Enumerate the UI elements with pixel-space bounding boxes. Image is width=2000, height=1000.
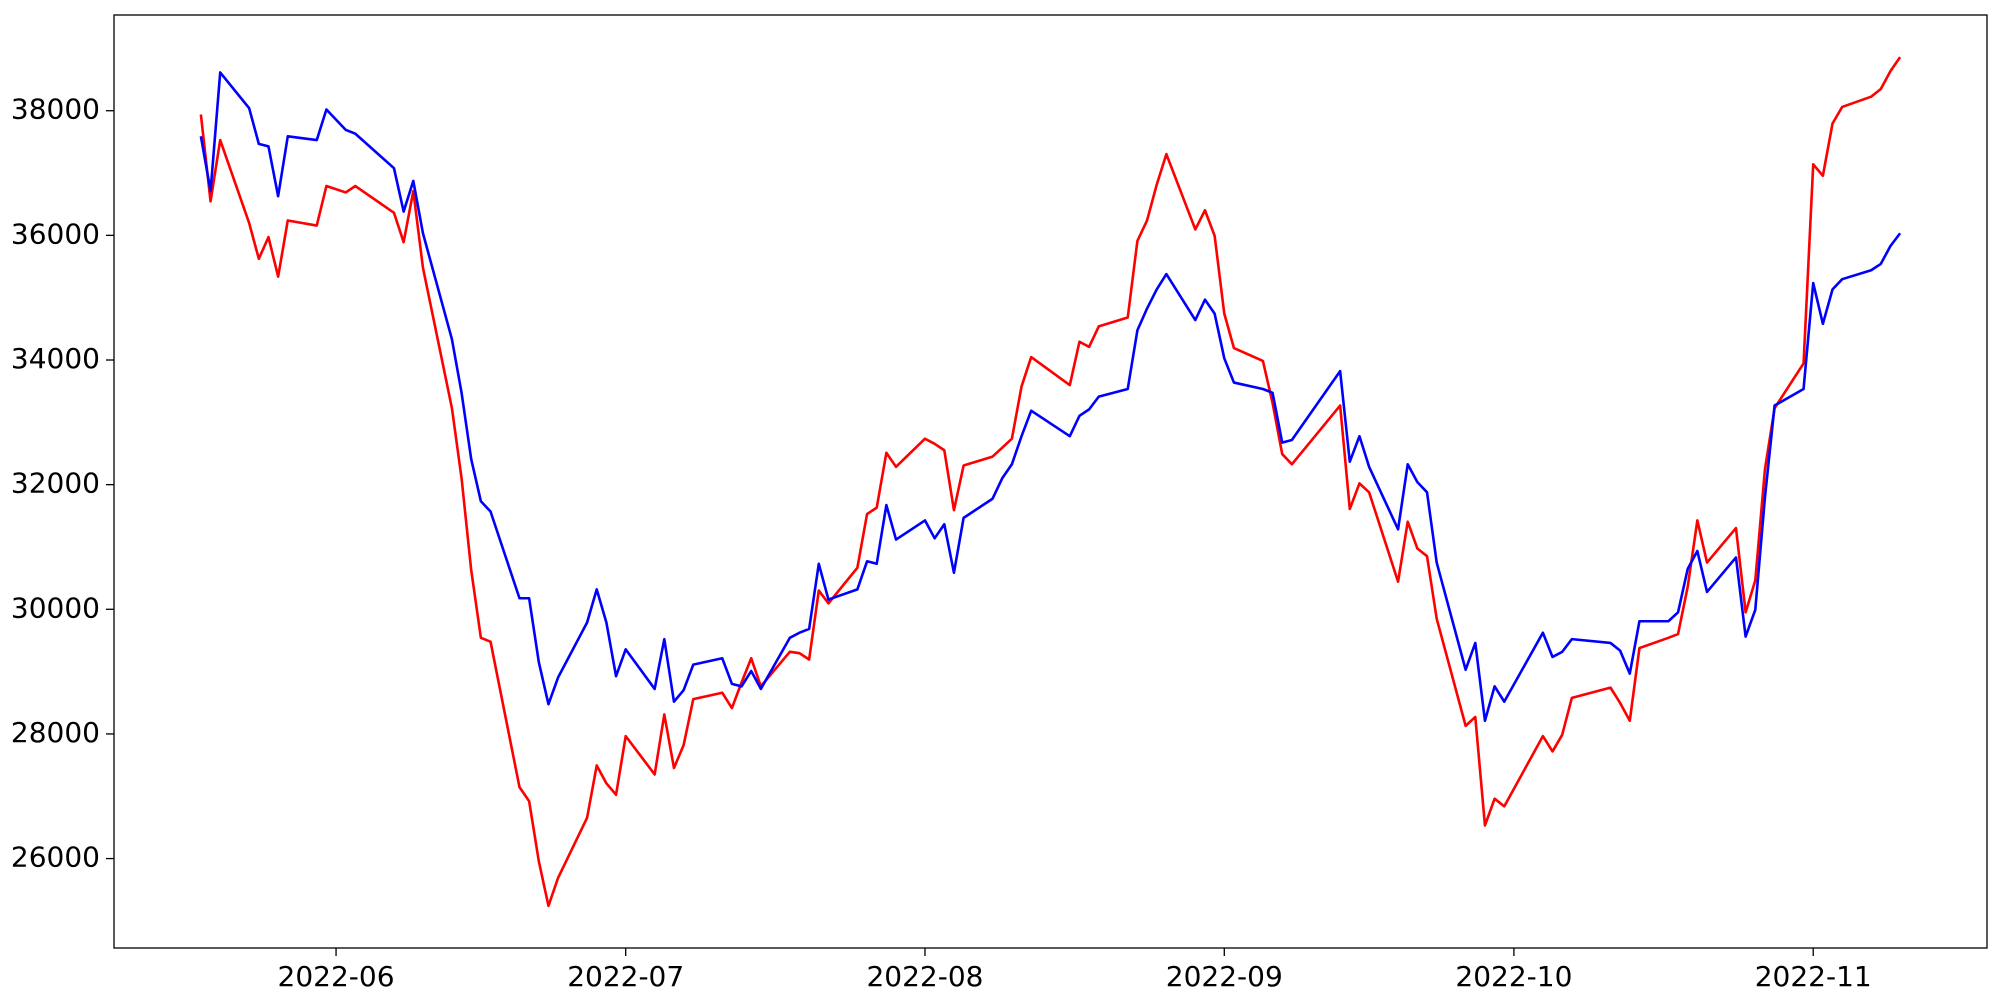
x-tick-label: 2022-11 (1755, 960, 1872, 993)
y-tick-label: 30000 (11, 591, 100, 624)
plot-frame (113, 14, 1988, 949)
x-tick-label: 2022-09 (1166, 960, 1283, 993)
y-tick-label: 34000 (11, 342, 100, 375)
y-tick-label: 32000 (11, 467, 100, 500)
y-tick-label: 28000 (11, 716, 100, 749)
y-tick-label: 36000 (11, 217, 100, 250)
x-tick-label: 2022-06 (278, 960, 395, 993)
x-tick-label: 2022-10 (1455, 960, 1572, 993)
x-tick-label: 2022-08 (866, 960, 983, 993)
line-series (199, 71, 1902, 723)
y-tick-label: 38000 (11, 93, 100, 126)
line-series (199, 56, 1902, 908)
x-tick-label: 2022-07 (567, 960, 684, 993)
y-tick-label: 26000 (11, 841, 100, 874)
